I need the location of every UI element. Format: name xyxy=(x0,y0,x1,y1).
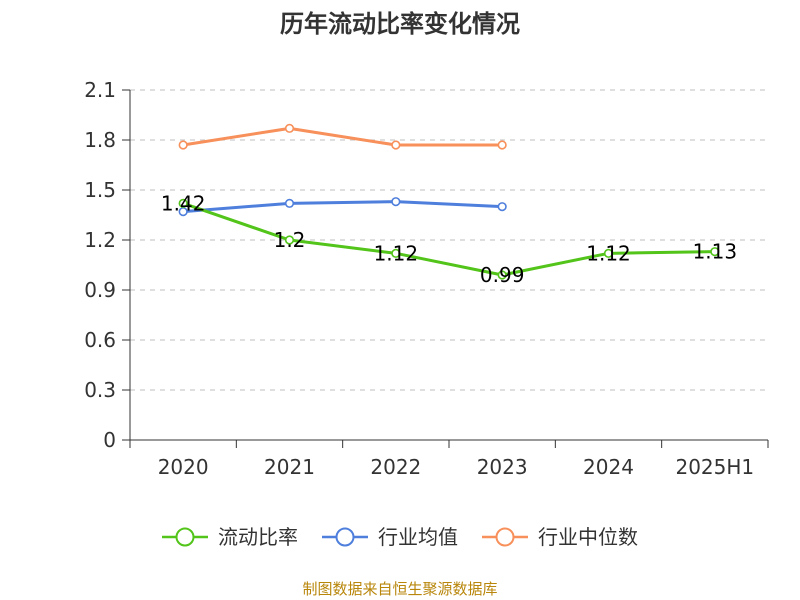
x-tick-label: 2025H1 xyxy=(675,455,754,479)
data-label: 1.42 xyxy=(161,191,206,215)
y-tick-label: 0.6 xyxy=(84,328,116,352)
series-1 xyxy=(178,197,507,217)
x-tick-label: 2024 xyxy=(583,455,634,479)
data-point xyxy=(391,140,401,150)
legend-marker xyxy=(495,527,515,547)
x-tick-label: 2022 xyxy=(370,455,421,479)
data-point xyxy=(710,247,720,257)
data-point xyxy=(603,248,614,258)
x-tick-label: 2021 xyxy=(264,455,315,479)
legend[interactable]: 流动比率 行业均值 行业中位数 xyxy=(162,525,638,549)
data-labels: 1.42 1.2 1.12 0.99 1.12 1.13 xyxy=(161,191,737,287)
data-label: 1.12 xyxy=(374,241,419,265)
data-point xyxy=(284,235,295,245)
y-tick-label: 0.9 xyxy=(84,278,116,302)
y-tick-label: 0 xyxy=(103,428,116,452)
data-point xyxy=(178,140,188,150)
data-point xyxy=(497,202,507,212)
data-point xyxy=(497,140,507,150)
data-label: 1.13 xyxy=(693,240,738,264)
y-tick-label: 1.8 xyxy=(84,128,116,152)
legend-marker xyxy=(335,527,355,547)
legend-label: 行业中位数 xyxy=(538,525,638,549)
legend-item-2[interactable]: 行业中位数 xyxy=(482,525,638,549)
series-2 xyxy=(178,123,507,150)
legend-item-0[interactable]: 流动比率 xyxy=(162,525,298,549)
series-line xyxy=(183,200,503,214)
chart-title: 历年流动比率变化情况 xyxy=(280,10,520,38)
legend-label: 行业均值 xyxy=(378,525,458,549)
series-line xyxy=(182,126,503,147)
legend-marker xyxy=(175,527,195,547)
y-tick-label: 0.3 xyxy=(84,378,116,402)
x-tick-label: 2023 xyxy=(477,455,528,479)
data-label: 0.99 xyxy=(480,263,525,287)
y-tick-label: 1.2 xyxy=(84,228,116,252)
data-point xyxy=(284,198,295,208)
series-line xyxy=(182,201,715,277)
x-tick-label: 2020 xyxy=(158,455,209,479)
y-tick-label: 1.5 xyxy=(84,178,116,202)
y-tick-label: 2.1 xyxy=(84,78,116,102)
legend-item-1[interactable]: 行业均值 xyxy=(322,525,458,549)
data-point xyxy=(178,198,188,208)
legend-label: 流动比率 xyxy=(218,525,298,549)
data-point xyxy=(497,270,507,280)
axes: 0 0.3 0.6 0.9 1.2 1.5 1.8 2.1 2020 2021 2022 2023 20… xyxy=(84,78,769,479)
data-point xyxy=(284,123,295,133)
data-point xyxy=(391,197,401,207)
series-layer xyxy=(178,123,720,280)
data-label: 1.12 xyxy=(586,241,631,265)
source-note: 制图数据来自恒生聚源数据库 xyxy=(302,580,497,598)
data-label: 1.2 xyxy=(274,228,306,252)
data-point xyxy=(391,248,401,258)
series-0 xyxy=(178,198,720,280)
grid-lines xyxy=(130,89,768,391)
